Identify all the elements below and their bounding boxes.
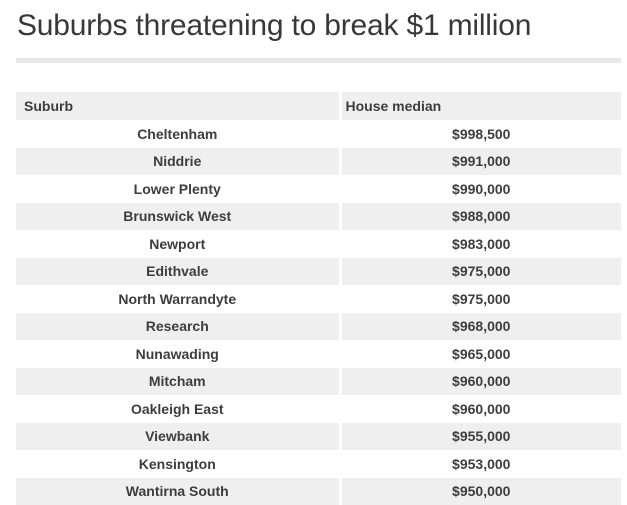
table-row: Wantirna South $950,000 (16, 477, 621, 505)
table-row: Newport $983,000 (16, 230, 621, 258)
suburb-cell: Niddrie (16, 147, 340, 175)
median-cell: $965,000 (338, 340, 621, 368)
suburb-cell: Research (16, 312, 340, 340)
median-cell: $950,000 (338, 477, 621, 505)
suburb-cell: Edithvale (16, 257, 340, 285)
suburb-cell: Lower Plenty (133, 180, 221, 197)
table-row: Niddrie $991,000 (16, 147, 621, 175)
table-row: Nunawading $965,000 (16, 340, 621, 368)
median-cell: $960,000 (338, 367, 621, 395)
suburb-cell: Nunawading (135, 345, 219, 362)
suburb-cell: Viewbank (16, 422, 340, 450)
suburb-cell: Wantirna South (16, 477, 340, 505)
title-divider (16, 58, 621, 63)
median-cell: $991,000 (338, 147, 621, 175)
suburbs-table: Suburb House median Cheltenham $998,500 … (16, 92, 621, 505)
table-row: Mitcham $960,000 (16, 367, 621, 395)
table-row: North Warrandyte $975,000 (16, 285, 621, 313)
median-cell: $953,000 (338, 450, 621, 478)
table-row: Viewbank $955,000 (16, 422, 621, 450)
table-row: Edithvale $975,000 (16, 257, 621, 285)
column-header-house-median: House median (338, 92, 621, 120)
median-cell: $975,000 (338, 257, 621, 285)
suburb-cell: Mitcham (16, 367, 340, 395)
suburb-cell: Kensington (138, 455, 216, 472)
suburb-cell: Newport (149, 235, 206, 252)
suburb-cell: North Warrandyte (118, 290, 237, 307)
median-cell: $988,000 (338, 202, 621, 230)
column-header-suburb: Suburb (16, 92, 340, 120)
table-row: Lower Plenty $990,000 (16, 175, 621, 203)
median-cell: $998,500 (338, 120, 621, 148)
median-cell: $975,000 (338, 285, 621, 313)
suburb-cell: Oakleigh East (130, 400, 224, 417)
page-title: Suburbs threatening to break $1 million (17, 9, 532, 42)
median-cell: $983,000 (338, 230, 621, 258)
median-cell: $955,000 (338, 422, 621, 450)
table-row: Brunswick West $988,000 (16, 202, 621, 230)
table-row: Kensington $953,000 (16, 450, 621, 478)
median-cell: $990,000 (338, 175, 621, 203)
suburb-cell: Brunswick West (16, 202, 340, 230)
median-cell: $968,000 (338, 312, 621, 340)
table-row: Oakleigh East $960,000 (16, 395, 621, 423)
median-cell: $960,000 (338, 395, 621, 423)
table-row: Cheltenham $998,500 (16, 120, 621, 148)
suburb-cell: Cheltenham (137, 125, 218, 142)
table-row: Research $968,000 (16, 312, 621, 340)
table-header-row: Suburb House median (16, 92, 621, 120)
